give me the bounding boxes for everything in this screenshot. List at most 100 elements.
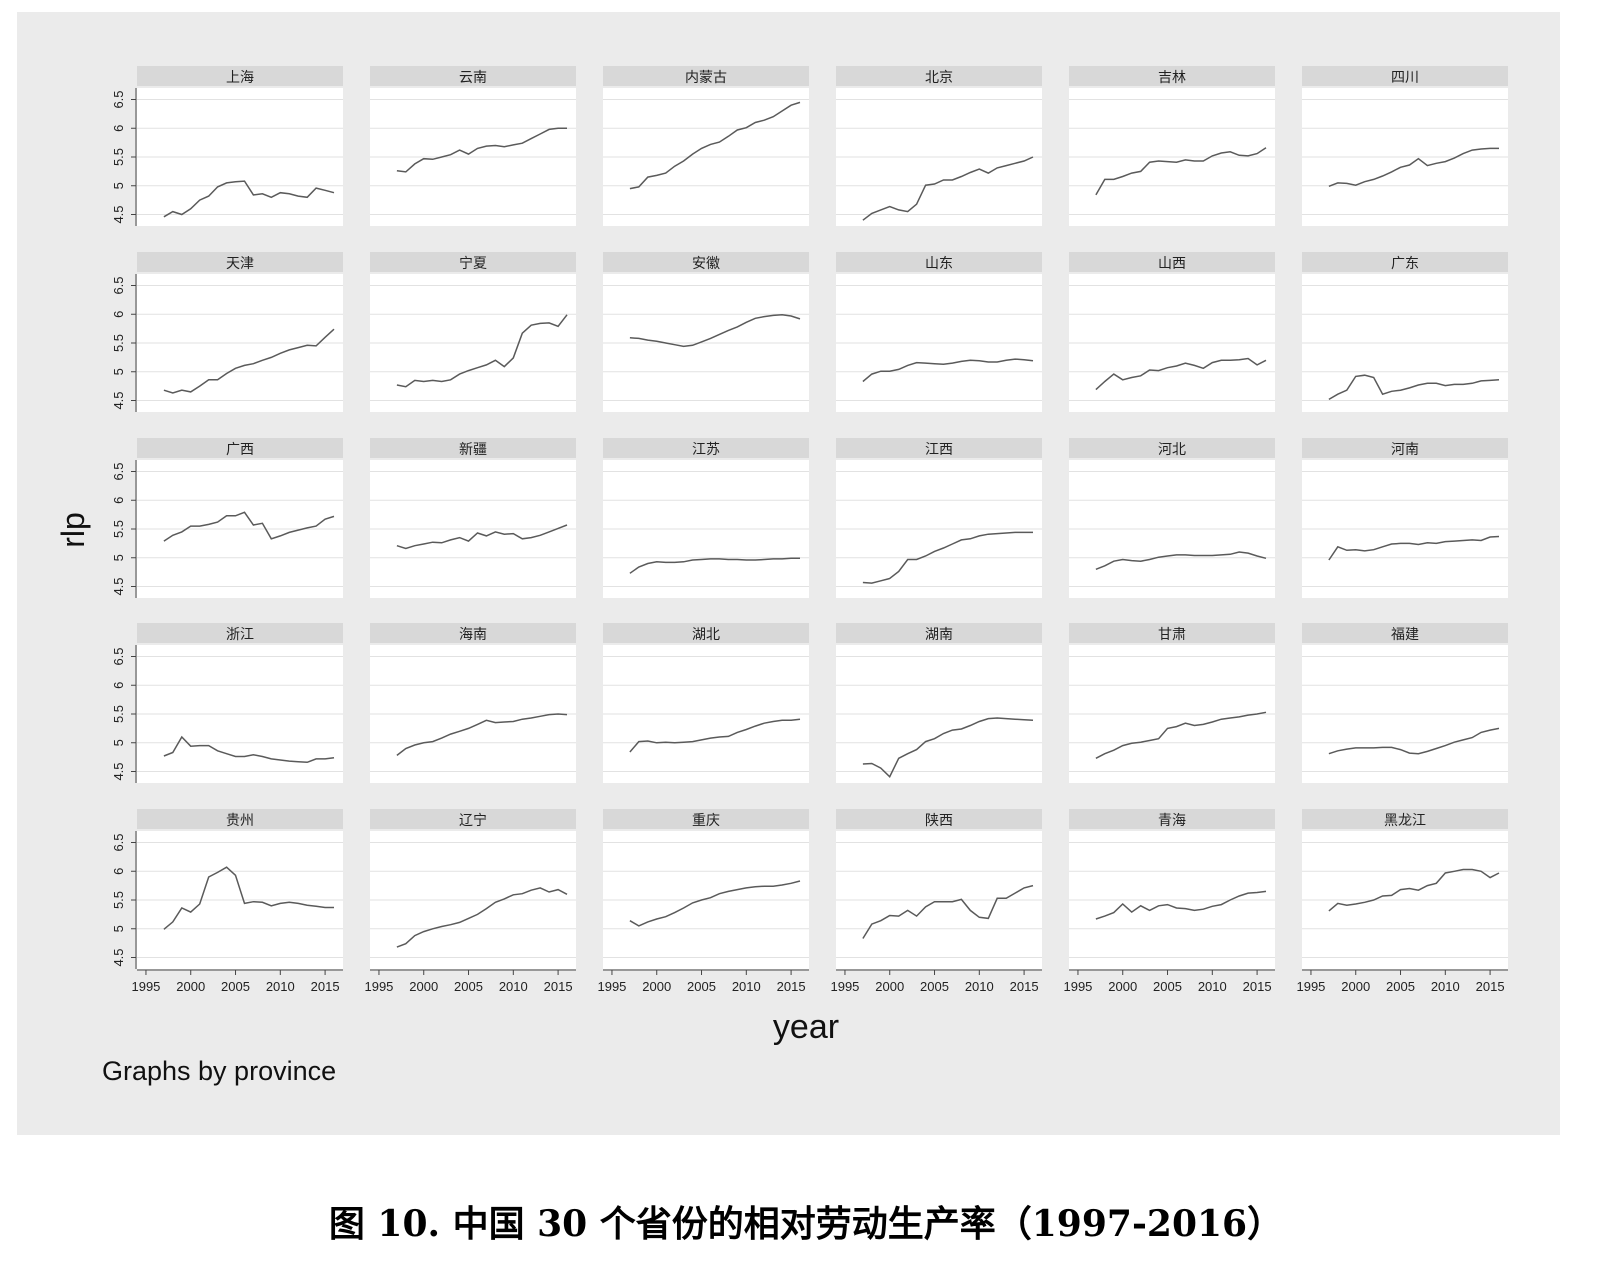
panel: 天津 4.5 5 5.5 6 6.5: [111, 252, 343, 412]
panel: 云南: [370, 66, 576, 226]
y-axis-label: rlp: [55, 512, 91, 548]
series-line: [396, 127, 567, 173]
panel-strip: [1069, 438, 1275, 458]
series-line: [862, 531, 1033, 584]
x-tick-label: 2010: [1198, 979, 1227, 994]
x-tick-label: 2015: [311, 979, 340, 994]
panel-title: 广西: [226, 441, 254, 457]
series-line: [1328, 727, 1500, 755]
panel: 福建: [1302, 623, 1508, 783]
series-line: [629, 880, 801, 927]
panel-title: 云南: [459, 69, 487, 85]
panel-title: 安徽: [692, 255, 720, 271]
panel: 安徽: [603, 252, 809, 412]
panel: 四川: [1302, 66, 1508, 226]
y-tick-label: 6.5: [111, 833, 126, 851]
panel-title: 贵州: [226, 812, 254, 828]
panel-title: 湖南: [925, 626, 953, 642]
panel-strip: [137, 809, 343, 829]
x-tick-label: 2000: [642, 979, 671, 994]
y-tick-label: 5: [111, 739, 126, 746]
panel-strip: [137, 252, 343, 272]
y-tick-label: 6: [111, 868, 126, 875]
panel-title: 福建: [1391, 626, 1419, 642]
panel-strip: [836, 66, 1042, 86]
series-line: [1328, 147, 1499, 188]
panel: 内蒙古: [603, 66, 809, 226]
panel-title: 黑龙江: [1384, 812, 1426, 828]
y-tick-label: 6.5: [111, 462, 126, 480]
y-tick-label: 4.5: [111, 762, 126, 780]
x-tick-label: 1995: [1296, 979, 1325, 994]
panel: 青海 1995 2000 2005 2010 2015: [1063, 809, 1275, 994]
series-line: [629, 557, 800, 574]
panel-title: 吉林: [1158, 69, 1186, 85]
series-line: [1095, 147, 1267, 196]
series-line: [1095, 357, 1267, 391]
x-tick-label: 1995: [830, 979, 859, 994]
panel-title: 山东: [925, 255, 953, 271]
series-line: [629, 314, 801, 348]
y-tick-label: 4.5: [111, 391, 126, 409]
panel-title: 青海: [1158, 812, 1186, 828]
panel-title: 北京: [925, 69, 953, 85]
series-line: [396, 713, 568, 756]
y-tick-label: 5: [111, 182, 126, 189]
panel-title: 新疆: [459, 441, 487, 457]
y-tick-label: 5.5: [111, 334, 126, 352]
x-tick-label: 2000: [409, 979, 438, 994]
y-tick-label: 5.5: [111, 148, 126, 166]
series-line: [862, 884, 1034, 939]
panel-title: 上海: [226, 69, 254, 85]
panel-strip: [1069, 809, 1275, 829]
series-line: [1328, 868, 1500, 912]
panel: 黑龙江 1995 2000 2005 2010 2015: [1296, 809, 1508, 994]
panel-strip: [603, 252, 809, 272]
x-tick-label: 2010: [965, 979, 994, 994]
panel-strip: [370, 623, 576, 643]
panel: 广东: [1302, 252, 1508, 412]
series-line: [1095, 890, 1267, 920]
panel: 河北: [1069, 438, 1275, 598]
series-line: [163, 511, 335, 542]
panel-strip: [1302, 252, 1508, 272]
x-tick-label: 2000: [176, 979, 205, 994]
panel-title: 甘肃: [1158, 626, 1186, 642]
series-line: [163, 866, 334, 930]
x-tick-label: 2015: [777, 979, 806, 994]
panel-strip: [370, 252, 576, 272]
panel: 新疆: [370, 438, 576, 598]
panel-strip: [137, 623, 343, 643]
x-tick-label: 2015: [1476, 979, 1505, 994]
panel: 甘肃: [1069, 623, 1275, 783]
series-line: [1095, 711, 1267, 759]
x-tick-label: 2015: [1010, 979, 1039, 994]
x-tick-label: 2000: [875, 979, 904, 994]
series-line: [163, 180, 335, 218]
panel-title: 陕西: [925, 812, 953, 828]
x-tick-label: 2010: [266, 979, 295, 994]
panel: 山西: [1069, 252, 1275, 412]
panel-title: 江苏: [692, 441, 720, 457]
y-tick-label: 5: [111, 925, 126, 932]
panel-title: 湖北: [692, 626, 720, 642]
y-tick-label: 6.5: [111, 647, 126, 665]
y-tick-label: 6.5: [111, 276, 126, 294]
panel: 辽宁 1995 2000 2005 2010 2015: [364, 809, 576, 994]
series-line: [1328, 374, 1500, 401]
x-tick-label: 2000: [1108, 979, 1137, 994]
x-tick-label: 2010: [499, 979, 528, 994]
panel: 山东: [836, 252, 1042, 412]
panel: 贵州 4.5 5 5.5 6 6.5 1995 2000 2005 2010 2015: [111, 809, 343, 994]
panel: 江西: [836, 438, 1042, 598]
panel-strip: [603, 66, 809, 86]
panel-title: 天津: [226, 255, 254, 271]
x-axis-label: year: [773, 1008, 839, 1046]
series-line: [1095, 551, 1267, 570]
panel-strip: [137, 438, 343, 458]
panel-strip: [1302, 809, 1508, 829]
panel-title: 山西: [1158, 255, 1186, 271]
x-tick-label: 1995: [364, 979, 393, 994]
